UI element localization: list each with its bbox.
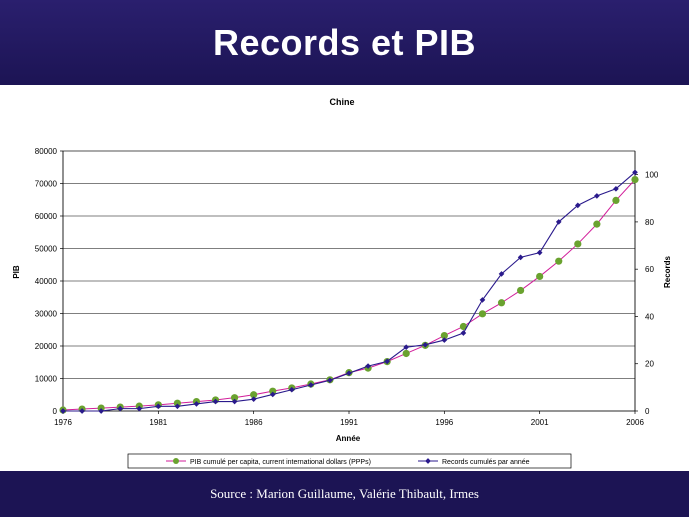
- y-tick-label: 30000: [35, 310, 58, 319]
- y-tick-label: 0: [53, 407, 58, 416]
- records-point: [193, 401, 200, 407]
- slide-title: Records et PIB: [212, 21, 477, 63]
- records-point: [441, 337, 448, 343]
- y-tick-label: 10000: [35, 375, 58, 384]
- x-tick-label: 1976: [54, 418, 72, 427]
- pib-point: [536, 272, 544, 281]
- x-tick-label: 1986: [245, 418, 263, 427]
- pib-point: [459, 322, 467, 331]
- y2-tick-label: 20: [645, 360, 654, 369]
- records-point: [613, 185, 619, 192]
- records-point: [517, 254, 524, 261]
- pib-point: [555, 257, 563, 265]
- y2-tick-label: 80: [645, 218, 654, 227]
- records-point: [403, 344, 410, 351]
- y2-tick-label: 60: [645, 265, 654, 274]
- legend-records-marker: [425, 458, 431, 464]
- pib-point: [593, 220, 601, 228]
- y-tick-label: 60000: [35, 212, 58, 221]
- records-point: [555, 219, 562, 225]
- records-point: [269, 391, 276, 398]
- x-tick-label: 1991: [340, 418, 358, 427]
- records-point: [98, 408, 104, 414]
- records-point: [155, 403, 162, 410]
- records-point: [250, 396, 257, 403]
- title-banner: Records et PIB: [0, 0, 689, 85]
- y-tick-label: 50000: [35, 245, 58, 254]
- legend-pib-marker: [173, 458, 179, 464]
- records-point: [174, 403, 181, 410]
- pib-point: [269, 387, 277, 395]
- tick-labels: 0 10000 20000 30000 40000 50000 60000 70000 8000…: [35, 147, 659, 427]
- pib-point: [574, 240, 582, 248]
- records-point: [384, 358, 390, 365]
- pib-point: [631, 176, 639, 184]
- records-point: [117, 405, 124, 412]
- records-point: [632, 169, 638, 176]
- pib-point: [250, 391, 258, 399]
- y2-tick-label: 100: [645, 171, 659, 180]
- pib-point: [173, 399, 181, 407]
- records-point: [288, 386, 295, 393]
- footer-banner: Source : Marion Guillaume, Valérie Thiba…: [0, 471, 689, 517]
- legend-box: [127, 453, 572, 469]
- y-tick-label: 40000: [35, 277, 58, 286]
- gridlines: [62, 150, 636, 412]
- y-tick-label: 80000: [35, 147, 58, 156]
- records-point: [308, 382, 314, 388]
- records-point: [212, 398, 219, 405]
- records-point: [422, 341, 429, 348]
- records-point: [136, 405, 143, 412]
- pib-point: [497, 299, 506, 307]
- pib-point: [97, 404, 105, 412]
- records-point: [365, 363, 371, 369]
- records-point: [460, 330, 467, 336]
- pib-point: [478, 310, 487, 318]
- legend: PIB cumulé per capita, current internati…: [127, 453, 572, 469]
- x-axis-title: Année: [336, 434, 361, 443]
- legend-records-label: Records cumulés par année: [442, 459, 530, 466]
- records-point: [498, 271, 505, 277]
- pib-point: [402, 349, 410, 358]
- pib-point: [231, 394, 239, 402]
- records-point: [79, 408, 85, 414]
- y-axis-title: PIB: [12, 265, 21, 279]
- records-point: [536, 249, 543, 256]
- series-group: [59, 169, 639, 414]
- x-tick-label: 2006: [626, 418, 644, 427]
- x-tick-label: 1996: [435, 418, 453, 427]
- records-point: [346, 370, 352, 377]
- y2-tick-label: 0: [645, 407, 650, 416]
- x-tick-label: 1981: [149, 418, 167, 427]
- records-point: [594, 193, 600, 199]
- records-point: [327, 377, 333, 384]
- chart-title: Chine: [329, 97, 354, 107]
- pib-point: [612, 196, 620, 204]
- y-tick-label: 70000: [35, 180, 58, 189]
- records-point: [479, 297, 486, 303]
- chart: Chine 0 10000 20000 30000 40000 50000 60000 700…: [12, 97, 672, 469]
- source-credit: Source : Marion Guillaume, Valérie Thiba…: [210, 486, 479, 501]
- y2-axis-title: Records: [663, 255, 672, 288]
- records-point: [574, 202, 581, 209]
- records-point: [231, 398, 238, 405]
- legend-pib-label: PIB cumulé per capita, current internati…: [190, 459, 371, 466]
- y-tick-label: 20000: [35, 342, 58, 351]
- x-tick-label: 2001: [531, 418, 549, 427]
- pib-point: [440, 332, 448, 340]
- pib-point: [517, 286, 525, 295]
- y2-tick-label: 40: [645, 312, 654, 321]
